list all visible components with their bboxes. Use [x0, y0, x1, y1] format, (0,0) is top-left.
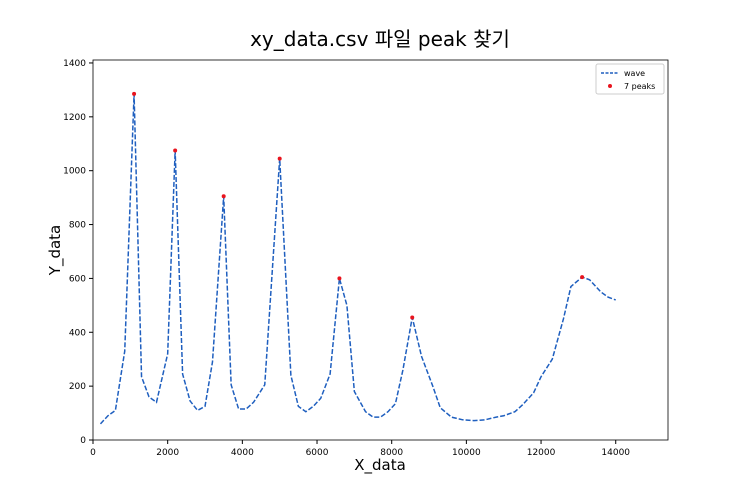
x-tick-label: 10000 — [452, 448, 481, 458]
plot-area — [92, 59, 669, 441]
chart-title: xy_data.csv 파일 peak 찾기 — [250, 27, 510, 51]
x-tick-label: 14000 — [601, 448, 630, 458]
peak-marker — [337, 276, 342, 281]
peak-marker — [410, 315, 415, 320]
peak-marker — [277, 156, 282, 161]
legend-label: 7 peaks — [624, 82, 655, 91]
legend-label: wave — [624, 69, 645, 78]
x-tick-label: 2000 — [156, 448, 179, 458]
y-tick-label: 1000 — [63, 167, 86, 177]
x-axis-label: X_data — [354, 456, 406, 475]
peak-marker — [580, 275, 585, 280]
y-tick-label: 1200 — [63, 113, 86, 123]
y-tick-label: 200 — [69, 382, 86, 392]
x-tick-label: 12000 — [527, 448, 556, 458]
y-axis-label: Y_data — [46, 225, 65, 276]
peak-marker — [173, 148, 178, 153]
peak-marker — [132, 91, 137, 96]
x-tick-label: 0 — [90, 448, 96, 458]
x-tick-label: 6000 — [306, 448, 329, 458]
x-tick-label: 4000 — [231, 448, 254, 458]
y-tick-label: 800 — [69, 221, 86, 231]
y-tick-label: 600 — [69, 274, 86, 284]
y-tick-label: 400 — [69, 328, 86, 338]
peak-marker — [221, 194, 226, 199]
wave-line — [99, 93, 616, 425]
legend-box — [595, 63, 665, 95]
legend-marker — [608, 84, 612, 88]
y-tick-label: 1400 — [63, 59, 86, 69]
x-tick-label: 8000 — [380, 448, 403, 458]
y-tick-label: 0 — [80, 436, 86, 446]
